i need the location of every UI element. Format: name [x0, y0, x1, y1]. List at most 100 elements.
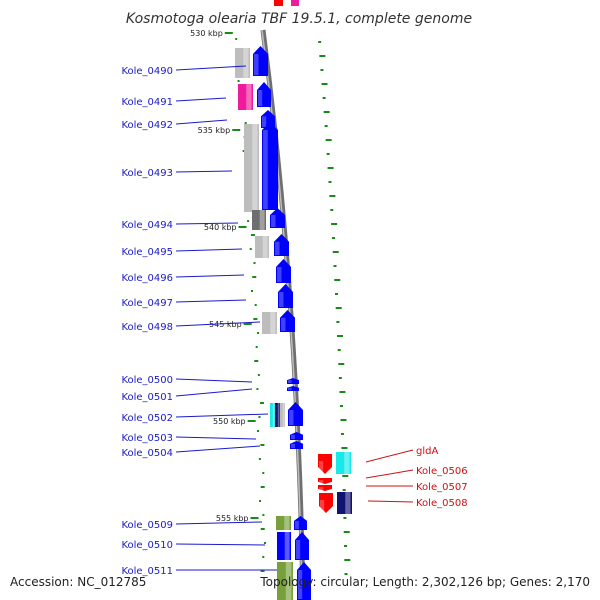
- cds-kole-0500: [287, 378, 299, 384]
- gc-outer-tick: [329, 195, 336, 197]
- gc-outer-tick: [318, 41, 322, 43]
- label-leader-left: [175, 170, 233, 173]
- cds-kole-0511: [297, 562, 311, 600]
- gc-inner-tick: [258, 458, 261, 460]
- cds-kole-0507-shine: [319, 487, 324, 490]
- gene-label-kole_0509[interactable]: Kole_0509: [121, 520, 173, 531]
- cds-kole-0490: [253, 46, 268, 76]
- gc-outer-tick: [343, 531, 350, 533]
- gene-label-kole_0501[interactable]: Kole_0501: [121, 392, 173, 403]
- feature-cyan-gldA: [336, 452, 351, 474]
- gc-inner-tick: [247, 220, 250, 222]
- feature-navy-0502-shine: [277, 403, 280, 427]
- label-leader-left: [175, 222, 239, 225]
- cds-kole-0501: [287, 386, 299, 391]
- gene-label-kole_0504[interactable]: Kole_0504: [121, 448, 173, 459]
- top-magenta-feature: [291, 0, 299, 6]
- feature-navy-0508-shine: [345, 492, 351, 514]
- feature-gray-0502-shine: [282, 403, 285, 427]
- gc-inner-tick: [250, 290, 253, 292]
- gc-inner-tick: [253, 262, 256, 264]
- gene-label-kole_0496[interactable]: Kole_0496: [121, 273, 173, 284]
- label-leader-right: [365, 449, 414, 463]
- cds-kole-0504: [290, 441, 303, 449]
- label-leader-right: [367, 500, 414, 503]
- gene-label-kole_0507[interactable]: Kole_0507: [416, 482, 468, 493]
- gc-outer-tick: [337, 349, 341, 351]
- label-leader-left: [175, 248, 243, 252]
- gene-label-kole_0497[interactable]: Kole_0497: [121, 298, 173, 309]
- cds-kole-0506: [318, 478, 332, 484]
- gene-features: [235, 46, 352, 600]
- gc-inner-tick: [254, 304, 257, 306]
- gc-outer-tick: [337, 335, 344, 337]
- kbp-tick-label: 535 kbp: [198, 126, 231, 135]
- kbp-tick-mark: [247, 420, 256, 422]
- gc-inner-tick: [253, 318, 258, 320]
- gc-inner-tick: [257, 374, 260, 376]
- gc-inner-tick: [237, 80, 240, 82]
- genome-summary: Topology: circular; Length: 2,302,126 bp…: [259, 575, 590, 589]
- accession-text: Accession: NC_012785: [10, 575, 146, 589]
- feature-gray-0493: [244, 124, 259, 212]
- cds-kole-0506-shine: [319, 480, 324, 483]
- gene-label-kole_0494[interactable]: Kole_0494: [121, 220, 173, 231]
- feature-cyan-gldA-shine: [344, 452, 350, 474]
- gc-inner-tick: [264, 542, 267, 544]
- gc-inner-tick: [260, 444, 265, 446]
- gc-inner-tick: [259, 500, 262, 502]
- gene-label-kole_0511[interactable]: Kole_0511: [121, 566, 173, 577]
- cds-kole-0495-shine: [275, 241, 280, 255]
- gc-outer-tick: [335, 307, 342, 309]
- gc-outer-tick: [328, 181, 332, 183]
- gc-inner-tick: [252, 276, 257, 278]
- gc-outer-tick: [339, 391, 346, 393]
- feature-gray-0502: [280, 403, 285, 427]
- feature-cyan-0502-shine: [272, 403, 275, 427]
- cds-kole-0497: [278, 284, 293, 308]
- cds-kole-0495: [274, 234, 289, 256]
- cds-gldA: [318, 454, 332, 474]
- gene-label-kole_0493[interactable]: Kole_0493: [121, 168, 173, 179]
- feature-darkgray-0494-shine: [259, 210, 265, 230]
- gene-label-kole_0498[interactable]: Kole_0498: [121, 322, 173, 333]
- gene-label-kole_0491[interactable]: Kole_0491: [121, 97, 173, 108]
- cds-kole-0492-shine: [262, 116, 267, 127]
- gene-label-kole_0506[interactable]: Kole_0506: [416, 466, 468, 477]
- gene-label-kole_0495[interactable]: Kole_0495: [121, 247, 173, 258]
- feature-gray-0495: [255, 236, 269, 258]
- gene-label-kole_0500[interactable]: Kole_0500: [121, 375, 173, 386]
- cds-kole-0503-shine: [291, 434, 295, 439]
- kbp-tick-label: 530 kbp: [190, 29, 223, 38]
- kbp-tick-label: 545 kbp: [209, 320, 242, 329]
- label-leader-left: [175, 413, 269, 418]
- gene-label-kole_0502[interactable]: Kole_0502: [121, 413, 173, 424]
- cds-kole-0507: [318, 485, 332, 491]
- gc-outer-tick: [344, 573, 348, 575]
- gene-label-kole_0503[interactable]: Kole_0503: [121, 433, 173, 444]
- gene-label-kole_0510[interactable]: Kole_0510: [121, 540, 173, 551]
- gene-label-kole_0492[interactable]: Kole_0492: [121, 120, 173, 131]
- label-leader-left: [175, 388, 253, 397]
- feature-gray-0493-shine: [252, 124, 258, 212]
- cds-kole-0497-shine: [279, 292, 284, 307]
- cds-kole-0498-shine: [281, 317, 286, 331]
- label-leader-left: [175, 274, 245, 278]
- gc-outer-tick: [321, 83, 328, 85]
- gene-label-kole_0508[interactable]: Kole_0508: [416, 498, 468, 509]
- cds-kole-0494-shine: [271, 215, 276, 227]
- feature-darkgray-0494: [252, 210, 266, 230]
- feature-gray-0498: [262, 312, 277, 334]
- gc-inner-tick: [256, 388, 259, 390]
- gene-label-glda[interactable]: gldA: [416, 446, 438, 457]
- label-leader-left: [175, 299, 247, 303]
- gc-inner-tick: [256, 430, 259, 432]
- gc-outer-tick: [325, 139, 332, 141]
- cds-kole-0498: [280, 310, 295, 332]
- gc-inner-tick: [249, 248, 252, 250]
- gene-label-kole_0490[interactable]: Kole_0490: [121, 66, 173, 77]
- gc-outer-tick: [344, 545, 348, 547]
- label-leader-left: [175, 378, 253, 383]
- gc-outer-tick: [330, 209, 334, 211]
